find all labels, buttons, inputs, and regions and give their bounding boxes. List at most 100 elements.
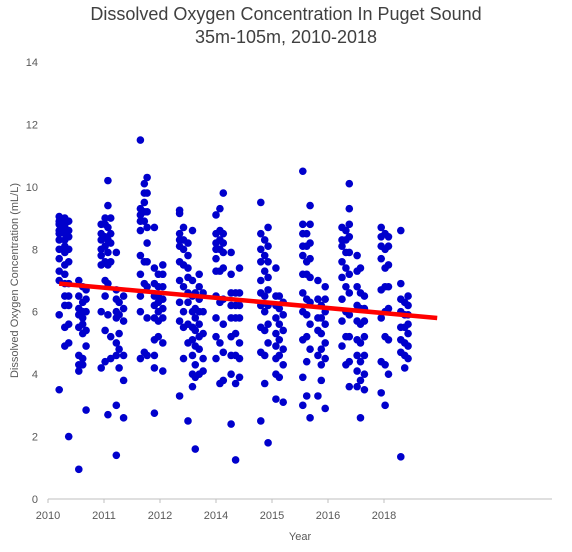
data-point xyxy=(143,173,151,182)
data-point xyxy=(159,367,167,375)
data-point xyxy=(272,314,280,322)
data-point xyxy=(342,226,350,235)
data-point xyxy=(260,379,269,388)
data-point xyxy=(191,445,200,453)
data-point xyxy=(106,229,115,238)
data-point xyxy=(321,320,330,329)
data-point xyxy=(159,304,167,313)
data-point xyxy=(306,320,314,329)
data-point xyxy=(143,351,151,360)
data-point xyxy=(159,270,167,279)
data-point xyxy=(115,345,123,353)
data-point xyxy=(106,214,115,222)
data-point xyxy=(302,229,311,238)
data-point xyxy=(143,314,151,322)
data-point xyxy=(317,376,326,385)
data-point xyxy=(302,311,311,319)
data-point xyxy=(299,220,307,229)
data-point xyxy=(404,342,412,350)
data-point xyxy=(306,201,314,210)
data-point xyxy=(195,282,203,291)
data-point xyxy=(356,414,365,422)
data-point xyxy=(219,348,228,357)
data-point xyxy=(360,385,369,394)
x-tick-label: 2011 xyxy=(92,510,116,522)
data-point xyxy=(104,311,112,319)
data-point xyxy=(219,248,228,257)
data-point xyxy=(75,292,83,300)
data-point xyxy=(314,276,322,285)
data-point xyxy=(179,282,188,291)
x-axis-label: Year xyxy=(289,531,312,543)
data-point xyxy=(342,282,350,291)
data-point xyxy=(212,211,220,219)
data-point xyxy=(360,292,369,300)
data-point xyxy=(179,354,188,363)
y-tick-label: 6 xyxy=(32,307,38,319)
data-point xyxy=(175,209,184,218)
data-point xyxy=(275,351,284,360)
data-point xyxy=(306,220,314,229)
data-point xyxy=(159,314,167,322)
data-point xyxy=(345,179,354,188)
data-point xyxy=(317,314,326,322)
data-point xyxy=(227,370,235,378)
x-axis-ticks: 2010 2011 2012 2014 2015 2016 2018 xyxy=(36,499,396,522)
data-point xyxy=(136,226,145,235)
data-point xyxy=(212,354,220,363)
data-point xyxy=(55,245,63,254)
y-tick-label: 4 xyxy=(32,369,38,381)
data-point xyxy=(78,360,87,369)
data-point xyxy=(306,414,314,422)
data-point xyxy=(143,189,151,197)
data-point xyxy=(338,273,346,282)
data-point xyxy=(345,357,354,366)
data-point xyxy=(119,414,128,422)
data-point xyxy=(188,226,197,235)
data-point xyxy=(302,332,311,341)
data-point xyxy=(321,295,330,304)
data-point xyxy=(275,292,284,300)
data-point xyxy=(279,311,288,319)
data-point xyxy=(404,301,412,310)
data-point xyxy=(199,307,207,316)
data-point xyxy=(306,239,314,247)
data-point xyxy=(338,295,346,304)
data-point xyxy=(64,292,73,300)
data-point xyxy=(159,295,167,304)
data-point xyxy=(212,254,220,263)
data-point xyxy=(257,198,265,207)
data-point xyxy=(302,357,311,366)
data-point xyxy=(279,360,288,369)
data-point xyxy=(317,345,326,353)
data-point xyxy=(55,254,63,263)
data-point xyxy=(119,304,128,313)
data-point xyxy=(199,367,207,375)
data-point xyxy=(219,376,228,385)
data-point xyxy=(345,204,354,213)
data-point xyxy=(159,339,167,347)
data-point xyxy=(275,320,284,329)
data-point xyxy=(175,298,184,307)
data-point xyxy=(257,245,265,254)
data-point xyxy=(179,245,188,254)
data-point xyxy=(75,465,83,474)
data-point xyxy=(82,295,90,304)
data-point xyxy=(345,382,354,391)
data-point xyxy=(360,370,369,378)
data-point xyxy=(104,248,112,257)
data-point xyxy=(75,276,83,285)
data-point xyxy=(195,345,203,353)
data-point xyxy=(188,382,197,391)
data-point xyxy=(235,289,244,297)
data-point xyxy=(64,339,73,347)
data-point xyxy=(150,364,159,372)
data-point xyxy=(199,354,207,363)
data-point xyxy=(356,339,365,347)
data-point xyxy=(143,223,151,232)
data-point xyxy=(317,360,326,369)
data-point xyxy=(143,239,151,247)
data-point xyxy=(119,351,128,360)
data-point xyxy=(235,264,244,272)
